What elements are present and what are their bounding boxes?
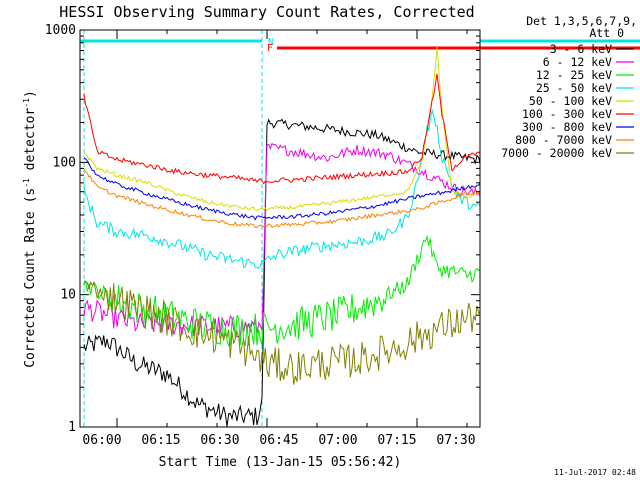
y-axis-label-exp1: -1 — [22, 178, 31, 188]
night-flags: N — [80, 37, 640, 48]
legend-header-line1: Det 1,3,5,6,7,9, — [526, 14, 637, 28]
legend-label-5: 100 - 300 keV — [522, 107, 612, 121]
flare-flags: F — [267, 43, 640, 54]
series-line-6 — [83, 157, 480, 221]
x-axis-label: Start Time (13-Jan-15 05:56:42) — [159, 455, 402, 470]
x-axis: 06:00 06:15 06:30 06:45 07:00 07:15 07:30 — [82, 30, 476, 448]
legend-label-2: 12 - 25 keV — [536, 68, 612, 82]
flare-flag-label: F — [267, 43, 273, 54]
legend-label-8: 7000 - 20000 keV — [501, 146, 612, 160]
legend-label-4: 50 - 100 keV — [529, 94, 612, 108]
x-tick-label: 06:00 — [82, 433, 121, 448]
legend-label-3: 25 - 50 keV — [536, 81, 612, 95]
y-axis-label-part-b: detector — [23, 108, 38, 179]
series-line-8 — [83, 280, 480, 385]
y-tick-label: 100 — [53, 155, 76, 170]
legend-header-line2: Att 0 — [589, 26, 624, 40]
footer-date: 11-Jul-2017 02:48 — [554, 468, 636, 477]
y-axis: 1 10 100 1000 — [45, 23, 480, 435]
y-axis-label: Corrected Count Rate (s-1 detector-1) — [22, 90, 38, 368]
y-tick-label: 10 — [60, 288, 76, 303]
night-flag-label: N — [268, 37, 274, 48]
series-line-4 — [83, 47, 480, 212]
series-line-3 — [83, 108, 480, 270]
series-line-7 — [83, 168, 480, 229]
x-tick-label: 06:30 — [200, 433, 239, 448]
x-tick-label: 07:15 — [377, 433, 416, 448]
y-axis-label-part-a: Corrected Count Rate (s — [23, 188, 38, 368]
legend-label-6: 300 - 800 keV — [522, 120, 612, 134]
y-tick-label: 1 — [68, 420, 76, 435]
chart-title: HESSI Observing Summary Count Rates, Cor… — [59, 3, 474, 21]
y-axis-label-part-c: ) — [23, 90, 38, 98]
legend-label-7: 800 - 7000 keV — [515, 133, 612, 147]
series-line-5 — [83, 73, 480, 185]
legend-label-1: 6 - 12 keV — [543, 55, 612, 69]
series-line-0 — [83, 118, 480, 427]
y-tick-label: 1000 — [45, 23, 76, 38]
series-layer — [83, 47, 480, 427]
x-tick-label: 06:45 — [259, 433, 298, 448]
x-tick-label: 06:15 — [141, 433, 180, 448]
x-tick-label: 07:30 — [436, 433, 475, 448]
plot-frame — [79, 29, 481, 428]
x-tick-label: 07:00 — [318, 433, 357, 448]
legend-label-0: 3 - 6 keV — [550, 42, 612, 56]
y-axis-label-exp2: -1 — [22, 98, 31, 108]
series-line-1 — [83, 142, 480, 338]
